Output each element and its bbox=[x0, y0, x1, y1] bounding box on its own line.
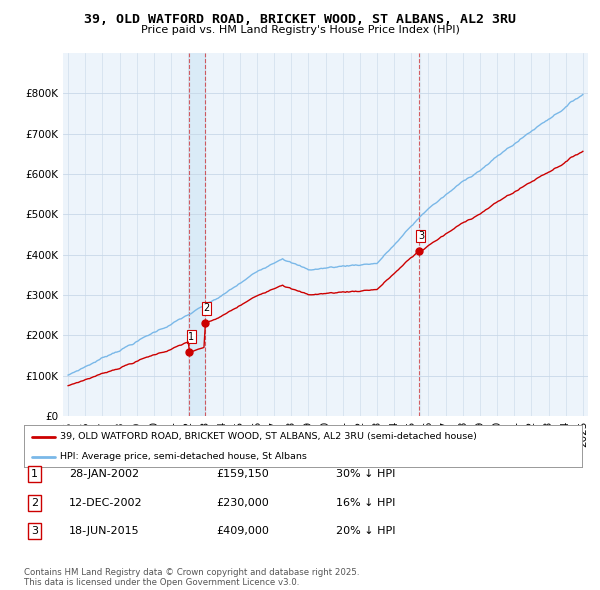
Text: £159,150: £159,150 bbox=[216, 470, 269, 479]
Text: 39, OLD WATFORD ROAD, BRICKET WOOD, ST ALBANS, AL2 3RU (semi-detached house): 39, OLD WATFORD ROAD, BRICKET WOOD, ST A… bbox=[60, 432, 477, 441]
Text: 28-JAN-2002: 28-JAN-2002 bbox=[69, 470, 139, 479]
Text: 2: 2 bbox=[203, 303, 209, 313]
Bar bbox=[190, 53, 205, 416]
Text: 2: 2 bbox=[31, 498, 38, 507]
Text: £230,000: £230,000 bbox=[216, 498, 269, 507]
Text: Price paid vs. HM Land Registry's House Price Index (HPI): Price paid vs. HM Land Registry's House … bbox=[140, 25, 460, 35]
Text: Contains HM Land Registry data © Crown copyright and database right 2025.
This d: Contains HM Land Registry data © Crown c… bbox=[24, 568, 359, 587]
Text: 3: 3 bbox=[31, 526, 38, 536]
Text: 1: 1 bbox=[31, 470, 38, 479]
Text: 16% ↓ HPI: 16% ↓ HPI bbox=[336, 498, 395, 507]
Text: £409,000: £409,000 bbox=[216, 526, 269, 536]
Text: 1: 1 bbox=[188, 332, 194, 342]
Text: 30% ↓ HPI: 30% ↓ HPI bbox=[336, 470, 395, 479]
Text: 18-JUN-2015: 18-JUN-2015 bbox=[69, 526, 140, 536]
Text: HPI: Average price, semi-detached house, St Albans: HPI: Average price, semi-detached house,… bbox=[60, 452, 307, 461]
Text: 20% ↓ HPI: 20% ↓ HPI bbox=[336, 526, 395, 536]
Text: 12-DEC-2002: 12-DEC-2002 bbox=[69, 498, 143, 507]
Text: 3: 3 bbox=[418, 231, 424, 241]
Text: 39, OLD WATFORD ROAD, BRICKET WOOD, ST ALBANS, AL2 3RU: 39, OLD WATFORD ROAD, BRICKET WOOD, ST A… bbox=[84, 13, 516, 26]
